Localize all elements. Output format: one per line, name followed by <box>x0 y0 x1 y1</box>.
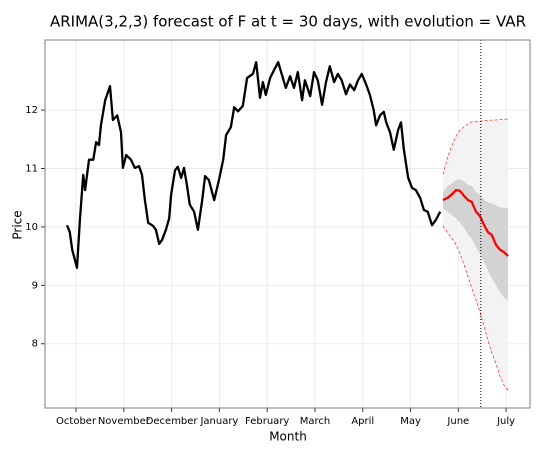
y-tick-label: 10 <box>25 222 38 233</box>
y-tick-label: 11 <box>25 164 38 175</box>
chart-title: ARIMA(3,2,3) forecast of F at t = 30 day… <box>50 13 526 31</box>
interval-line <box>442 225 509 391</box>
x-tick-label: June <box>446 416 469 427</box>
x-tick-label: October <box>56 416 97 427</box>
x-tick-label: November <box>98 416 151 427</box>
y-axis-title: Price <box>11 210 25 239</box>
series-line <box>442 188 509 257</box>
x-tick-label: February <box>245 416 289 427</box>
x-tick-label: July <box>496 416 515 427</box>
x-tick-label: March <box>300 416 330 427</box>
y-tick-label: 9 <box>32 280 38 291</box>
y-tick-label: 8 <box>32 339 38 350</box>
x-tick-label: December <box>146 416 199 427</box>
inner-band <box>443 179 508 301</box>
x-tick-label: May <box>400 416 421 427</box>
x-axis-title: Month <box>269 430 307 444</box>
y-tick-label: 12 <box>25 105 38 116</box>
x-tick-label: January <box>199 416 238 427</box>
plot-border <box>44 39 531 409</box>
series-line <box>65 61 442 269</box>
interval-line <box>442 118 509 175</box>
x-tick-label: April <box>351 416 374 427</box>
